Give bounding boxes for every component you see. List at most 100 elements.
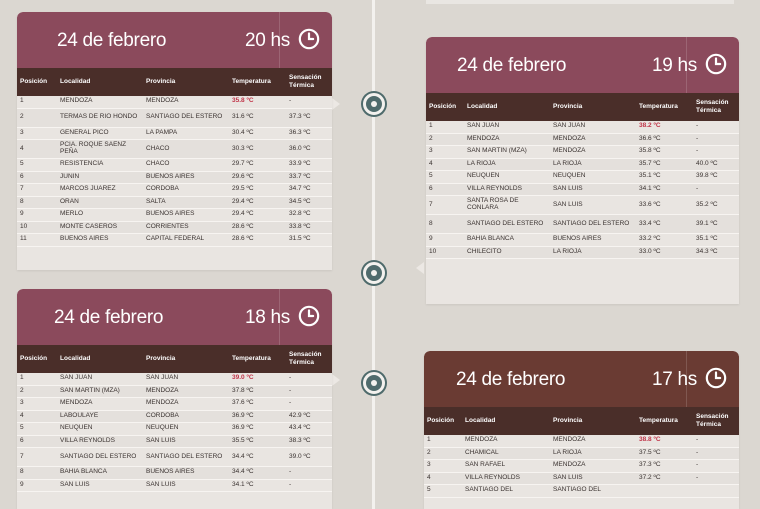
card-hour: 19 hs	[652, 55, 697, 76]
cell-localidad: CHAMICAL	[462, 447, 550, 460]
cell-localidad: CHILECITO	[464, 246, 550, 259]
cell-posicion: 10	[17, 221, 57, 234]
cell-provincia: MENDOZA	[550, 435, 636, 448]
cell-temperatura: 35.8 ºC	[229, 96, 286, 109]
card-18hs: 24 de febrero 18 hs Posición Localidad P…	[17, 289, 332, 509]
cell-localidad: BAHIA BLANCA	[464, 233, 550, 247]
cell-posicion: 5	[426, 170, 464, 184]
cell-sensacion: -	[286, 373, 332, 386]
cell-posicion: 6	[426, 183, 464, 196]
cell-localidad: SAN LUIS	[57, 479, 143, 492]
table-row: 8 SANTIAGO DEL ESTERO SANTIAGO DEL ESTERO 3…	[426, 214, 739, 234]
table-row: 9 BAHIA BLANCA BUENOS AIRES 33.2 ºC 35.1 ºC	[426, 233, 739, 247]
table-row: 10 CHILECITO LA RIOJA 33.0 ºC 34.3 ºC	[426, 246, 739, 259]
col-provincia: Provincia	[143, 68, 229, 96]
cell-provincia: SAN LUIS	[550, 183, 636, 196]
cell-localidad: MENDOZA	[57, 397, 143, 411]
cell-sensacion: -	[693, 459, 739, 473]
cell-posicion: 4	[424, 472, 462, 485]
cell-localidad: MONTE CASEROS	[57, 221, 143, 234]
cell-sensacion: -	[693, 435, 739, 448]
cell-posicion: 4	[426, 158, 464, 171]
cell-localidad: BUENOS AIRES	[57, 233, 143, 247]
table-row: 10 MONTE CASEROS CORRIENTES 28.6 ºC 33.8 ºC	[17, 221, 332, 234]
cell-provincia: CORDOBA	[143, 183, 229, 197]
table-row: 2 TERMAS DE RIO HONDO SANTIAGO DEL ESTERO 3…	[17, 108, 332, 128]
cell-temperatura: 34.4 ºC	[229, 447, 286, 467]
table-row: 2 CHAMICAL LA RIOJA 37.5 ºC -	[424, 447, 739, 460]
card-date: 24 de febrero	[54, 307, 164, 328]
cell-sensacion: -	[693, 447, 739, 460]
ranking-table: Posición Localidad Provincia Temperatura…	[17, 68, 332, 247]
cell-sensacion: 34.7 ºC	[286, 183, 332, 197]
cell-temperatura: 38.2 ºC	[636, 121, 693, 134]
cell-provincia: MENDOZA	[550, 459, 636, 473]
table-row: 6 JUNIN BUENOS AIRES 29.6 ºC 33.7 ºC	[17, 171, 332, 184]
table-row: 1 MENDOZA MENDOZA 35.8 ºC -	[17, 96, 332, 109]
col-posicion: Posición	[424, 407, 462, 435]
cell-provincia: NEUQUEN	[550, 170, 636, 184]
cell-localidad: MENDOZA	[464, 133, 550, 146]
table-row: 5 NEUQUEN NEUQUEN 35.1 ºC 39.8 ºC	[426, 170, 739, 184]
cell-posicion: 5	[424, 484, 462, 498]
card-date: 24 de febrero	[57, 30, 167, 51]
timeline-dot-20hs	[363, 93, 385, 115]
cell-localidad: MENDOZA	[57, 96, 143, 109]
cell-provincia: LA PAMPA	[143, 127, 229, 140]
cell-temperatura: 33.6 ºC	[636, 195, 693, 215]
table-row: 2 MENDOZA MENDOZA 36.6 ºC -	[426, 133, 739, 146]
cell-localidad: MARCOS JUAREZ	[57, 183, 143, 197]
cell-temperatura: 30.4 ºC	[229, 127, 286, 140]
table-row: 9 SAN LUIS SAN LUIS 34.1 ºC -	[17, 479, 332, 492]
cell-sensacion: 33.9 ºC	[286, 158, 332, 172]
card-hour: 20 hs	[245, 30, 290, 51]
cell-localidad: SAN MARTIN (MZA)	[57, 385, 143, 398]
table-header-row: Posición Localidad Provincia Temperatura…	[17, 345, 332, 373]
cell-sensacion: 39.1 ºC	[693, 214, 739, 234]
cell-localidad: ORAN	[57, 196, 143, 209]
col-temperatura: Temperatura	[636, 93, 693, 121]
cell-sensacion: -	[693, 183, 739, 196]
cell-sensacion: -	[693, 145, 739, 159]
cell-provincia: SAN JUAN	[143, 373, 229, 386]
cell-localidad: NEUQUEN	[464, 170, 550, 184]
table-row: 6 VILLA REYNOLDS SAN LUIS 34.1 ºC -	[426, 183, 739, 196]
table-row: 2 SAN MARTIN (MZA) MENDOZA 37.8 ºC -	[17, 385, 332, 398]
cell-sensacion: 39.0 ºC	[286, 447, 332, 467]
cell-localidad: VILLA REYNOLDS	[462, 472, 550, 485]
cell-temperatura: 37.2 ºC	[636, 472, 693, 485]
cell-provincia: SAN JUAN	[550, 121, 636, 134]
cell-sensacion: 33.7 ºC	[286, 171, 332, 184]
cell-temperatura: 36.9 ºC	[229, 410, 286, 423]
cell-sensacion: 42.9 ºC	[286, 410, 332, 423]
timeline-dot-19hs	[363, 262, 385, 284]
cell-temperatura: 30.3 ºC	[229, 139, 286, 159]
cell-localidad: LABOULAYE	[57, 410, 143, 423]
card-hour: 17 hs	[652, 369, 697, 390]
cell-posicion: 8	[426, 214, 464, 234]
clock-icon	[298, 305, 320, 327]
cell-temperatura: 37.8 ºC	[229, 385, 286, 398]
cell-temperatura: 28.6 ºC	[229, 233, 286, 247]
cell-localidad: TERMAS DE RIO HONDO	[57, 108, 143, 128]
col-provincia: Provincia	[550, 407, 636, 435]
col-posicion: Posición	[426, 93, 464, 121]
col-posicion: Posición	[17, 68, 57, 96]
table-header-row: Posición Localidad Provincia Temperatura…	[424, 407, 739, 435]
cell-sensacion: 35.2 ºC	[693, 195, 739, 215]
ranking-table: Posición Localidad Provincia Temperatura…	[17, 345, 332, 492]
card-header: 24 de febrero 17 hs	[424, 351, 739, 407]
cell-localidad: SANTIAGO DEL ESTERO	[464, 214, 550, 234]
cell-provincia: MENDOZA	[550, 133, 636, 146]
cell-provincia: MENDOZA	[143, 96, 229, 109]
cell-localidad: SAN RAFAEL	[462, 459, 550, 473]
clock-icon	[298, 28, 320, 50]
cell-sensacion: 32.8 ºC	[286, 208, 332, 222]
cell-sensacion: 39.8 ºC	[693, 170, 739, 184]
table-row: 4 LA RIOJA LA RIOJA 35.7 ºC 40.0 ºC	[426, 158, 739, 171]
cell-localidad: GENERAL PICO	[57, 127, 143, 140]
table-row: 5 NEUQUEN NEUQUEN 36.9 ºC 43.4 ºC	[17, 422, 332, 436]
cell-localidad: SANTIAGO DEL	[462, 484, 550, 498]
cell-sensacion: 37.3 ºC	[286, 108, 332, 128]
card-20hs: 24 de febrero 20 hs Posición Localidad P…	[17, 12, 332, 270]
